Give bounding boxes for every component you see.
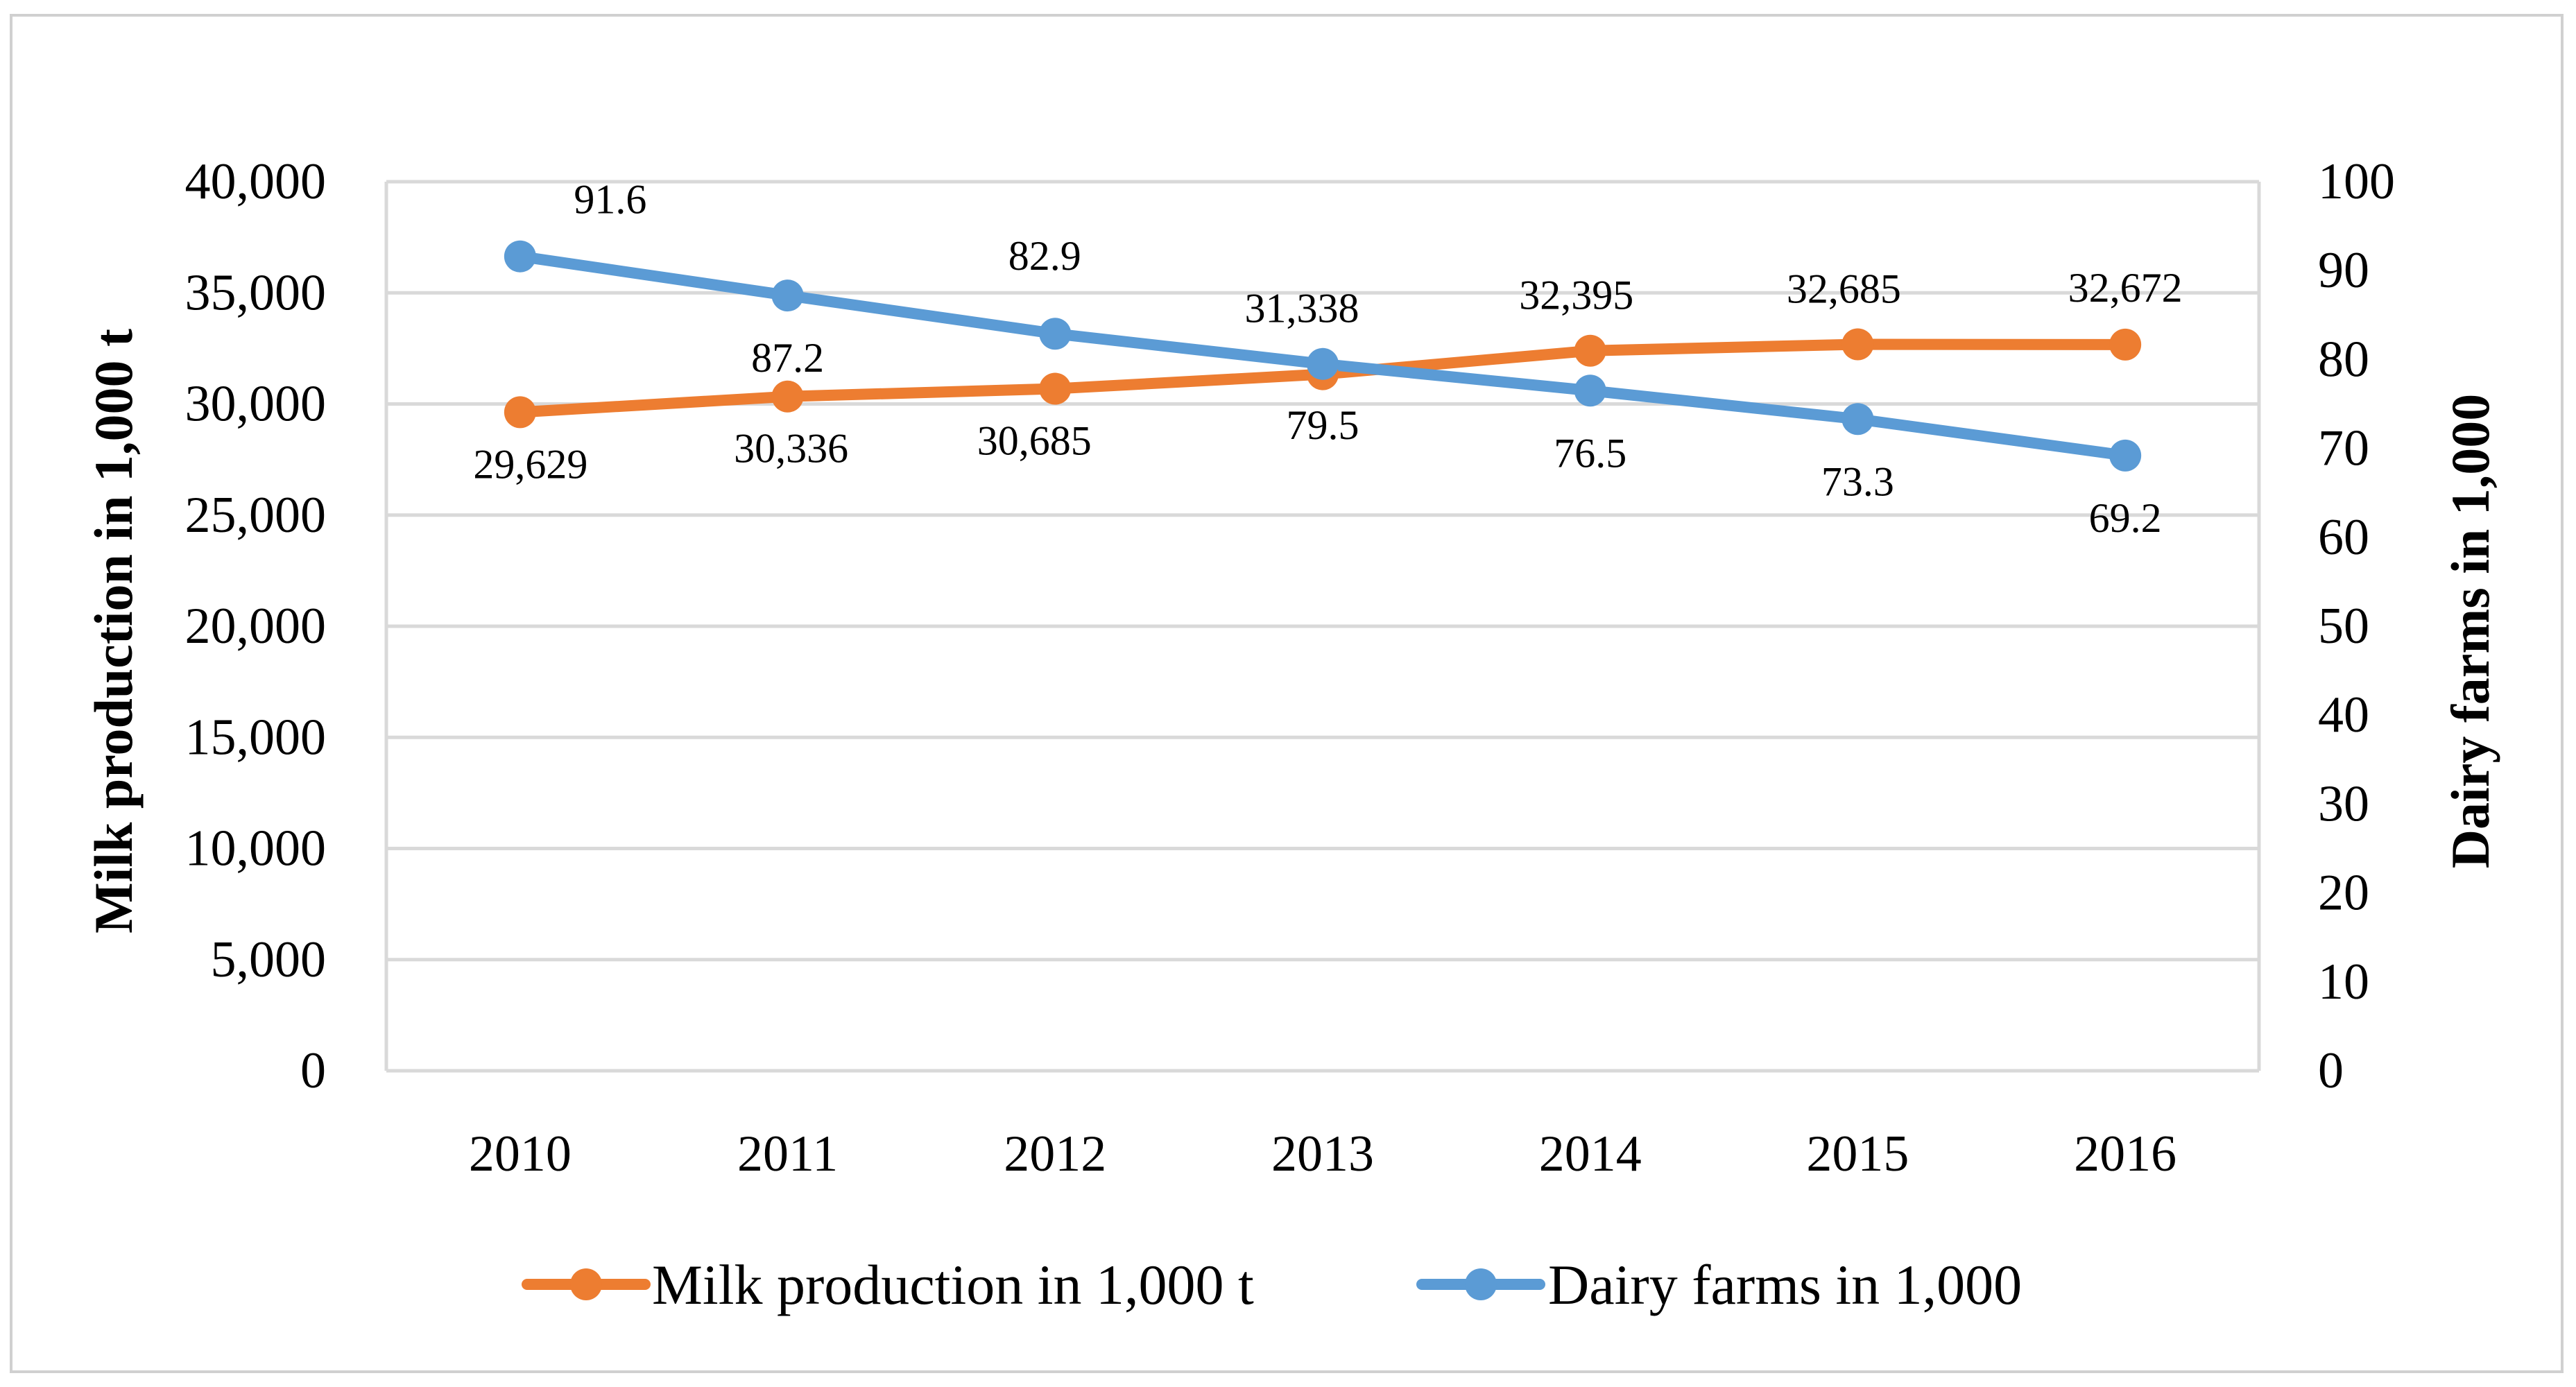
- left-axis-ticks: 0 5,000 10,000 15,000 20,000 25,000 30,000 35,0…: [185, 153, 327, 1099]
- x-tick-label: 2014: [1539, 1126, 1642, 1182]
- right-tick-label: 10: [2318, 954, 2369, 1010]
- right-tick-label: 40: [2318, 687, 2369, 743]
- dairy-farms-data-label: 76.5: [1554, 430, 1626, 476]
- milk-production-data-label: 31,338: [1245, 286, 1359, 331]
- milk-production-point: [771, 380, 804, 413]
- legend-label-milk-production: Milk production in 1,000 t: [652, 1253, 1254, 1316]
- milk-production-data-label: 29,629: [473, 441, 587, 487]
- milk-production-data-label: 30,336: [734, 426, 848, 472]
- dairy-farms-point: [1039, 318, 1072, 350]
- dairy-farms-data-label: 73.3: [1821, 458, 1894, 504]
- dairy-farms-point: [1307, 347, 1339, 380]
- left-tick-label: 20,000: [185, 598, 327, 655]
- right-tick-label: 20: [2318, 865, 2369, 922]
- x-tick-label: 2016: [2074, 1126, 2176, 1182]
- right-axis-title: Dairy farms in 1,000: [2440, 394, 2500, 869]
- dairy-farms-data-label: 79.5: [1287, 402, 1359, 448]
- right-axis-ticks: 0 10 20 30 40 50 60 70 80 90 100: [2318, 153, 2395, 1099]
- milk-production-point: [504, 396, 536, 429]
- dairy-farms-point: [2109, 439, 2142, 472]
- chart-frame: [10, 14, 2564, 1373]
- left-tick-label: 35,000: [185, 264, 327, 321]
- milk-production-data-label: 32,395: [1519, 273, 1633, 318]
- data-labels: 29,629 30,336 30,685 31,338 32,395 32,685 32,6…: [473, 177, 2182, 541]
- milk-production-data-label: 32,685: [1787, 266, 1901, 311]
- x-tick-label: 2015: [1806, 1126, 1909, 1182]
- legend-marker-dairy-farms: [1465, 1268, 1497, 1300]
- legend-label-dairy-farms: Dairy farms in 1,000: [1548, 1253, 2022, 1316]
- right-tick-label: 30: [2318, 775, 2369, 832]
- legend-item-dairy-farms[interactable]: Dairy farms in 1,000: [1416, 1253, 2022, 1316]
- dairy-farms-point: [504, 240, 536, 273]
- x-axis-ticks: 2010 2011 2012 2013 2014 2015 2016: [469, 1126, 2176, 1182]
- right-tick-label: 0: [2318, 1042, 2344, 1099]
- milk-production-data-label: 30,685: [977, 418, 1092, 464]
- x-tick-label: 2012: [1004, 1126, 1106, 1182]
- milk-production-point: [1841, 328, 1874, 361]
- milk-production-point: [1574, 334, 1606, 367]
- dairy-farms-point: [1841, 403, 1874, 436]
- series-layer: [504, 240, 2142, 472]
- legend-item-milk-production[interactable]: Milk production in 1,000 t: [522, 1253, 1254, 1316]
- left-axis-title: Milk production in 1,000 t: [83, 329, 144, 933]
- legend-marker-milk-production: [570, 1268, 602, 1300]
- x-tick-label: 2013: [1271, 1126, 1374, 1182]
- left-tick-label: 30,000: [185, 376, 327, 433]
- gridlines: [384, 180, 2261, 1073]
- x-tick-label: 2011: [737, 1126, 838, 1182]
- right-tick-label: 70: [2318, 420, 2369, 477]
- right-tick-label: 80: [2318, 331, 2369, 388]
- right-tick-label: 90: [2318, 242, 2369, 299]
- milk-production-point: [2109, 328, 2142, 361]
- left-tick-label: 25,000: [185, 487, 327, 544]
- legend: Milk production in 1,000 t Dairy farms i…: [522, 1253, 2022, 1316]
- x-tick-label: 2010: [469, 1126, 572, 1182]
- milk-production-point: [1039, 372, 1072, 405]
- milk-production-data-label: 32,672: [2068, 265, 2183, 311]
- dairy-farms-data-label: 91.6: [574, 177, 646, 223]
- left-tick-label: 10,000: [185, 820, 327, 877]
- left-tick-label: 40,000: [185, 153, 327, 210]
- dairy-farms-data-label: 87.2: [751, 335, 824, 381]
- right-tick-label: 100: [2318, 153, 2395, 210]
- dairy-farms-data-label: 82.9: [1008, 233, 1081, 279]
- dairy-farms-point: [771, 279, 804, 312]
- right-tick-label: 50: [2318, 598, 2369, 655]
- dairy-farms-data-label: 69.2: [2089, 495, 2162, 541]
- right-tick-label: 60: [2318, 509, 2369, 566]
- left-tick-label: 0: [300, 1042, 326, 1099]
- left-tick-label: 15,000: [185, 709, 327, 766]
- dairy-farms-point: [1574, 374, 1606, 407]
- left-tick-label: 5,000: [211, 931, 327, 988]
